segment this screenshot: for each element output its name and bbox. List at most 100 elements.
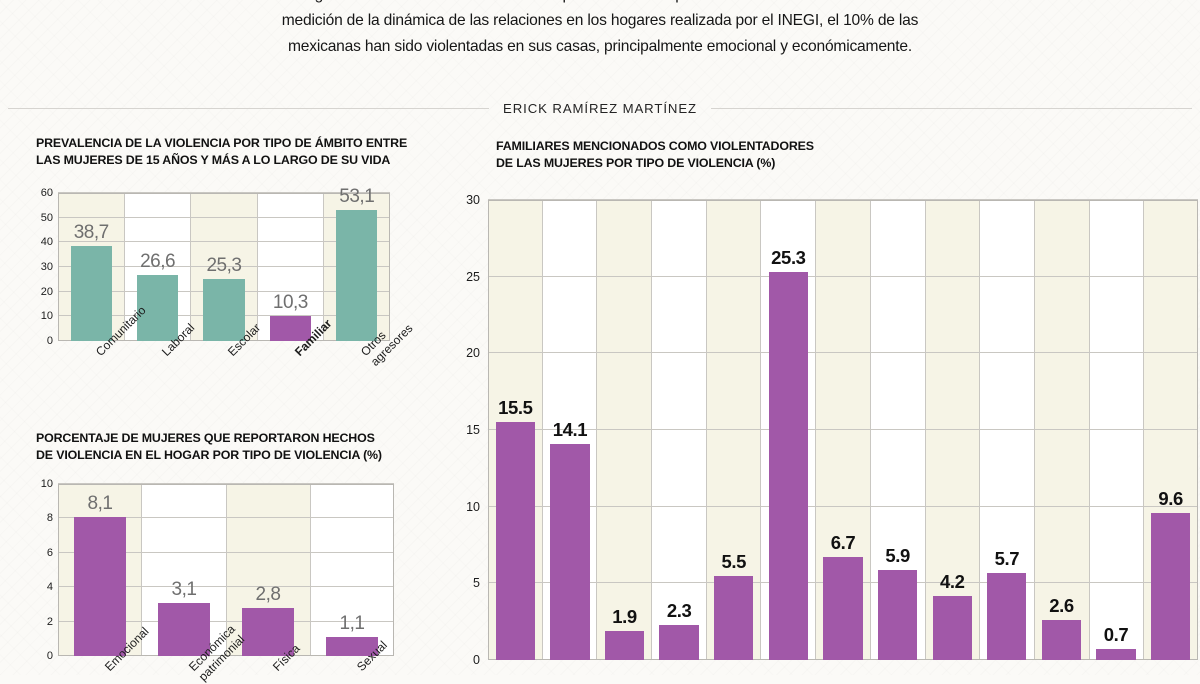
bar-value-label: 4.2 xyxy=(939,570,965,592)
bar-value-label: 53,1 xyxy=(339,186,375,208)
y-axis-tick-label: 0 xyxy=(473,653,480,667)
chart3-title-line-2: DE LAS MUJERES POR TIPO DE VIOLENCIA (%) xyxy=(496,155,776,170)
bar[interactable]: 5.9 xyxy=(877,545,918,660)
bar-value-label: 8,1 xyxy=(87,492,113,514)
bar-value-label: 3,1 xyxy=(171,578,197,600)
byline-row: ERICK RAMÍREZ MARTÍNEZ xyxy=(0,96,1200,120)
bar-value-label: 25,3 xyxy=(206,254,242,276)
bar-value-label: 2,8 xyxy=(255,583,281,605)
bar-value-label: 10,3 xyxy=(272,291,308,313)
gridline xyxy=(58,620,394,622)
gridline xyxy=(488,429,1198,430)
bar[interactable]: 14.1 xyxy=(550,419,590,660)
chart3-title: FAMILIARES MENCIONADOS COMO VIOLENTADORE… xyxy=(496,138,1196,171)
bar-value-label: 2.6 xyxy=(1049,595,1074,617)
bar-value-label: 9.6 xyxy=(1158,487,1183,509)
y-axis-tick-label: 60 xyxy=(40,187,53,199)
bar[interactable]: 8,1 xyxy=(73,493,127,656)
chart-familiares-violentadores: FAMILIARES MENCIONADOS COMO VIOLENTADORE… xyxy=(496,138,1196,171)
chart2-title-line-2: DE VIOLENCIA EN EL HOGAR POR TIPO DE VIO… xyxy=(36,447,382,462)
chart1-title-line-2: LAS MUJERES DE 15 AÑOS Y MÁS A LO LARGO … xyxy=(36,152,391,167)
gridline xyxy=(488,275,1198,277)
gridline xyxy=(488,199,1198,200)
bar[interactable]: 1,1 xyxy=(325,613,379,656)
gridline xyxy=(58,517,394,519)
y-axis-tick-label: 30 xyxy=(466,193,480,207)
y-axis-tick-label: 50 xyxy=(40,211,53,224)
y-axis-tick-label: 20 xyxy=(466,346,480,361)
bar[interactable]: 6.7 xyxy=(823,532,863,660)
y-axis-tick-label: 10 xyxy=(40,310,53,323)
bar[interactable]: 2.3 xyxy=(659,600,699,660)
y-axis-tick-label: 20 xyxy=(40,285,53,298)
chart2-title-line-1: PORCENTAJE DE MUJERES QUE REPORTARON HEC… xyxy=(36,431,375,445)
y-axis-tick-label: 40 xyxy=(40,236,53,249)
bar-value-label: 1.9 xyxy=(612,605,637,627)
gridline xyxy=(58,241,390,243)
y-axis-tick-label: 2 xyxy=(46,615,53,628)
y-axis-tick-label: 0 xyxy=(46,335,53,347)
chart1-title: PREVALENCIA DE LA VIOLENCIA POR TIPO DE … xyxy=(36,135,436,168)
bar-value-label: 2.3 xyxy=(666,599,692,621)
y-axis-tick-label: 5 xyxy=(473,576,480,591)
gridline xyxy=(58,586,394,588)
bar-value-label: 15.5 xyxy=(498,397,533,419)
bar[interactable]: 3,1 xyxy=(157,579,211,656)
bar[interactable]: 25,3 xyxy=(203,255,245,341)
bar[interactable]: 38,7 xyxy=(70,222,112,341)
gridline xyxy=(58,551,394,553)
bar[interactable]: 2,8 xyxy=(241,584,295,656)
bar[interactable]: 4.2 xyxy=(932,571,972,660)
chart1-plot-area: 38,7 26,6 25,3 10,3 53,1 xyxy=(58,186,390,341)
bar-value-label: 6.7 xyxy=(830,532,856,554)
bar[interactable]: 1.9 xyxy=(604,606,645,660)
bar[interactable]: 0.7 xyxy=(1096,624,1136,660)
byline-rule-right xyxy=(710,107,1192,109)
bar[interactable]: 25.3 xyxy=(768,247,809,660)
intro-paragraph: el hogar debido al encierro recomendado … xyxy=(0,0,1200,60)
y-axis-tick-label: 0 xyxy=(46,650,53,662)
gridline xyxy=(58,266,390,267)
column-band xyxy=(652,200,707,660)
bar-value-label: 1,1 xyxy=(339,613,365,635)
gridline xyxy=(58,216,390,218)
y-axis-tick-label: 15 xyxy=(466,423,480,437)
bar[interactable]: 15.5 xyxy=(495,397,535,660)
intro-line-2: medición de la dinámica de las relacione… xyxy=(281,12,919,29)
bar-value-label: 0.7 xyxy=(1103,624,1129,646)
bar[interactable]: 10,3 xyxy=(269,292,311,341)
gridline xyxy=(58,192,390,193)
bar-value-label: 26,6 xyxy=(140,251,176,273)
bar-value-label: 5.7 xyxy=(994,547,1020,569)
column-band xyxy=(1034,200,1090,660)
bar-value-label: 5.5 xyxy=(721,550,747,572)
column-band xyxy=(1089,200,1145,660)
gridline xyxy=(488,352,1198,354)
byline-author: ERICK RAMÍREZ MARTÍNEZ xyxy=(503,100,697,116)
chart3-title-line-1: FAMILIARES MENCIONADOS COMO VIOLENTADORE… xyxy=(496,139,814,153)
bar-value-label: 5.9 xyxy=(885,544,910,566)
gridline xyxy=(488,505,1198,507)
intro-line-1: el hogar debido al encierro recomendado … xyxy=(0,0,1200,8)
chart-prevalencia-ambito: PREVALENCIA DE LA VIOLENCIA POR TIPO DE … xyxy=(36,135,436,168)
bar-value-label: 14.1 xyxy=(552,418,588,440)
bar-value-label: 38,7 xyxy=(73,221,109,243)
bar[interactable]: 26,6 xyxy=(137,251,179,341)
y-axis-tick-label: 4 xyxy=(46,581,53,594)
chart2-title: PORCENTAJE DE MUJERES QUE REPORTARON HEC… xyxy=(36,430,436,463)
y-axis-tick-label: 10 xyxy=(466,499,480,514)
y-axis-tick-label: 30 xyxy=(40,261,53,273)
chart1-title-line-1: PREVALENCIA DE LA VIOLENCIA POR TIPO DE … xyxy=(36,136,408,150)
bar-value-label: 25.3 xyxy=(771,247,806,269)
bar[interactable]: 9.6 xyxy=(1151,488,1191,660)
bar[interactable]: 2.6 xyxy=(1041,595,1082,660)
chart2-plot-area: 8,1 3,1 2,8 1,1 xyxy=(58,483,394,656)
column-band xyxy=(597,200,653,660)
bar[interactable]: 5.7 xyxy=(987,548,1027,660)
chart-violencia-hogar-tipo: PORCENTAJE DE MUJERES QUE REPORTARON HEC… xyxy=(36,430,436,463)
bar[interactable]: 53,1 xyxy=(336,186,378,341)
y-axis-tick-label: 10 xyxy=(40,478,53,490)
y-axis-tick-label: 8 xyxy=(46,512,53,525)
bar[interactable]: 5.5 xyxy=(714,551,754,660)
